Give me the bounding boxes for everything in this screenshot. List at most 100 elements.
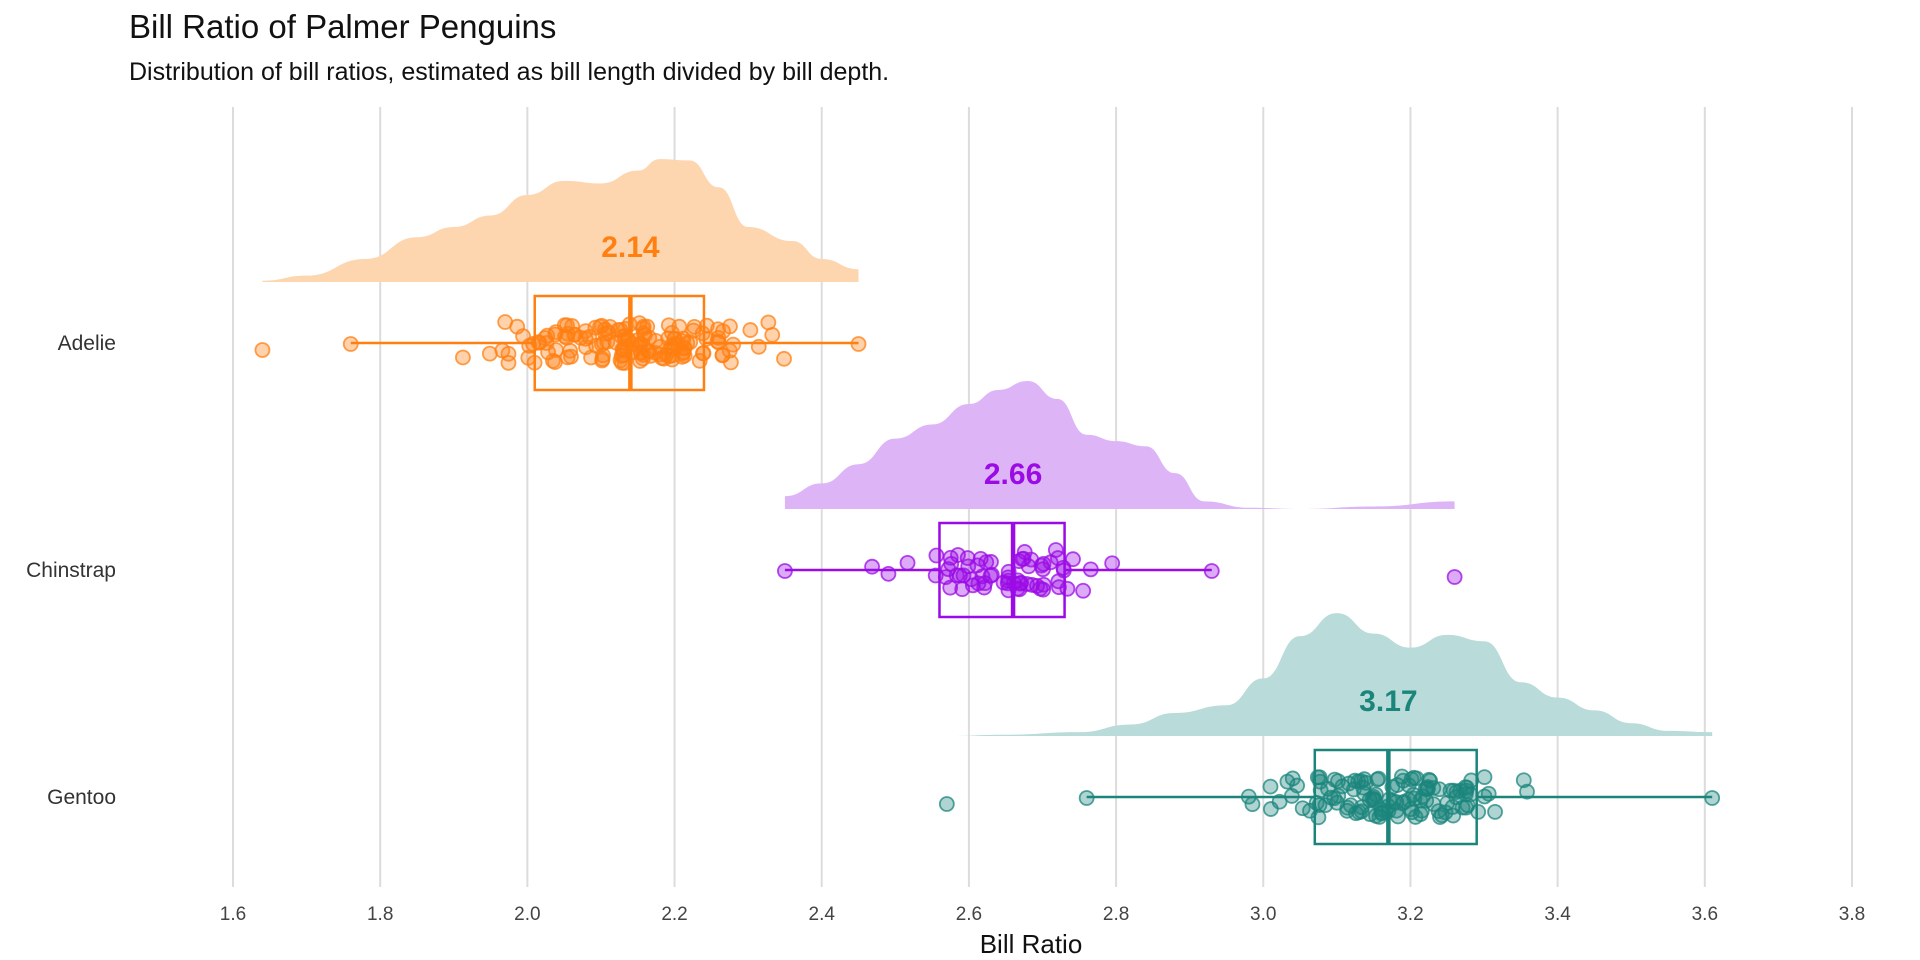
outlier-point [254,342,271,358]
data-point [1395,795,1412,811]
y-category-label: Chinstrap [26,559,116,582]
chart-title: Bill Ratio of Palmer Penguins [129,8,557,45]
data-point [666,330,683,347]
data-point [1395,772,1412,789]
data-point [978,554,995,571]
x-tick-label: 2.2 [661,904,687,925]
data-point [1390,808,1406,825]
x-tick-label: 2.6 [956,904,982,925]
data-point [635,318,652,335]
data-point [500,354,517,371]
grid-layer: 1.6 1.8 2.0 2.2 2.4 2.6 2.8 3.0 3.2 3.4 3.6 3.8 [220,107,1865,925]
points-layer [254,314,1721,826]
data-point [686,318,703,335]
data-point [455,349,471,366]
x-tick-label: 2.0 [514,904,540,925]
data-point [1412,806,1429,823]
data-point [725,336,742,353]
data-point [497,314,514,330]
data-point [540,344,557,361]
boxplot-layer [350,294,1713,846]
y-category-label: Gentoo [47,786,116,809]
data-point [520,349,537,366]
data-point [976,579,993,596]
x-tick-label: 1.6 [220,904,246,925]
data-point [710,329,727,346]
data-point [928,547,945,564]
data-point [1047,542,1064,558]
data-point [559,325,576,342]
density-layer [262,159,1713,736]
data-point [547,324,564,340]
x-tick-label: 3.4 [1544,904,1571,925]
data-point [1515,772,1532,789]
y-category-label: Adelie [58,332,116,355]
data-point [864,558,880,575]
data-point [954,581,971,598]
data-point [563,348,579,365]
x-tick-label: 1.8 [367,904,393,925]
data-point [1035,555,1052,572]
data-point [1457,779,1474,796]
data-point [597,321,613,338]
chart-subtitle: Distribution of bill ratios, estimated a… [129,58,890,86]
data-point [676,339,693,356]
data-point [1302,802,1318,819]
data-point [760,314,777,331]
data-point [1035,581,1052,598]
data-point [1365,788,1382,805]
data-point [1326,771,1343,788]
data-point [1244,796,1261,813]
iqr-box [938,521,1066,619]
data-point [1312,773,1329,790]
iqr-box [533,294,706,392]
data-point [722,318,738,335]
data-point [1289,777,1306,794]
data-point [1437,804,1454,821]
data-point [660,317,677,334]
data-point [983,554,999,570]
data-point [1065,551,1081,568]
outlier-point [1446,569,1463,585]
data-point [583,349,599,366]
density-cloud-gentoo [946,613,1713,736]
data-point [545,352,561,369]
data-point [1454,799,1471,816]
median-label: 2.14 [601,231,660,264]
data-point [1262,778,1279,795]
data-point [1075,582,1092,599]
data-point [1356,771,1373,788]
data-point [899,554,916,571]
x-tick-label: 3.8 [1839,904,1865,925]
x-tick-label: 3.0 [1250,904,1276,925]
data-point [742,322,759,338]
data-point [612,352,629,369]
data-point [1323,789,1339,806]
data-point [1351,804,1367,821]
data-point [1035,576,1052,593]
data-point [1050,573,1067,590]
x-tick-label: 3.6 [1692,904,1718,925]
x-tick-label: 2.4 [809,904,836,925]
data-point [942,549,959,566]
data-point [1519,783,1535,800]
data-point [776,350,792,367]
data-point [1412,792,1429,809]
data-point [1487,803,1503,820]
iqr-box [1313,748,1478,846]
density-cloud-chinstrap [784,381,1455,509]
data-point [948,567,965,584]
x-tick-label: 3.2 [1397,904,1423,925]
median-label: 2.66 [984,458,1042,491]
data-point [1476,769,1493,786]
data-point [969,557,986,574]
data-point [1104,555,1121,572]
outlier-point [938,796,955,812]
x-tick-label: 2.8 [1103,904,1129,925]
density-cloud-adelie [262,159,859,282]
data-point [1419,781,1436,798]
data-point [714,346,731,363]
median-label: 3.17 [1359,685,1417,718]
x-axis-title: Bill Ratio [980,929,1083,959]
